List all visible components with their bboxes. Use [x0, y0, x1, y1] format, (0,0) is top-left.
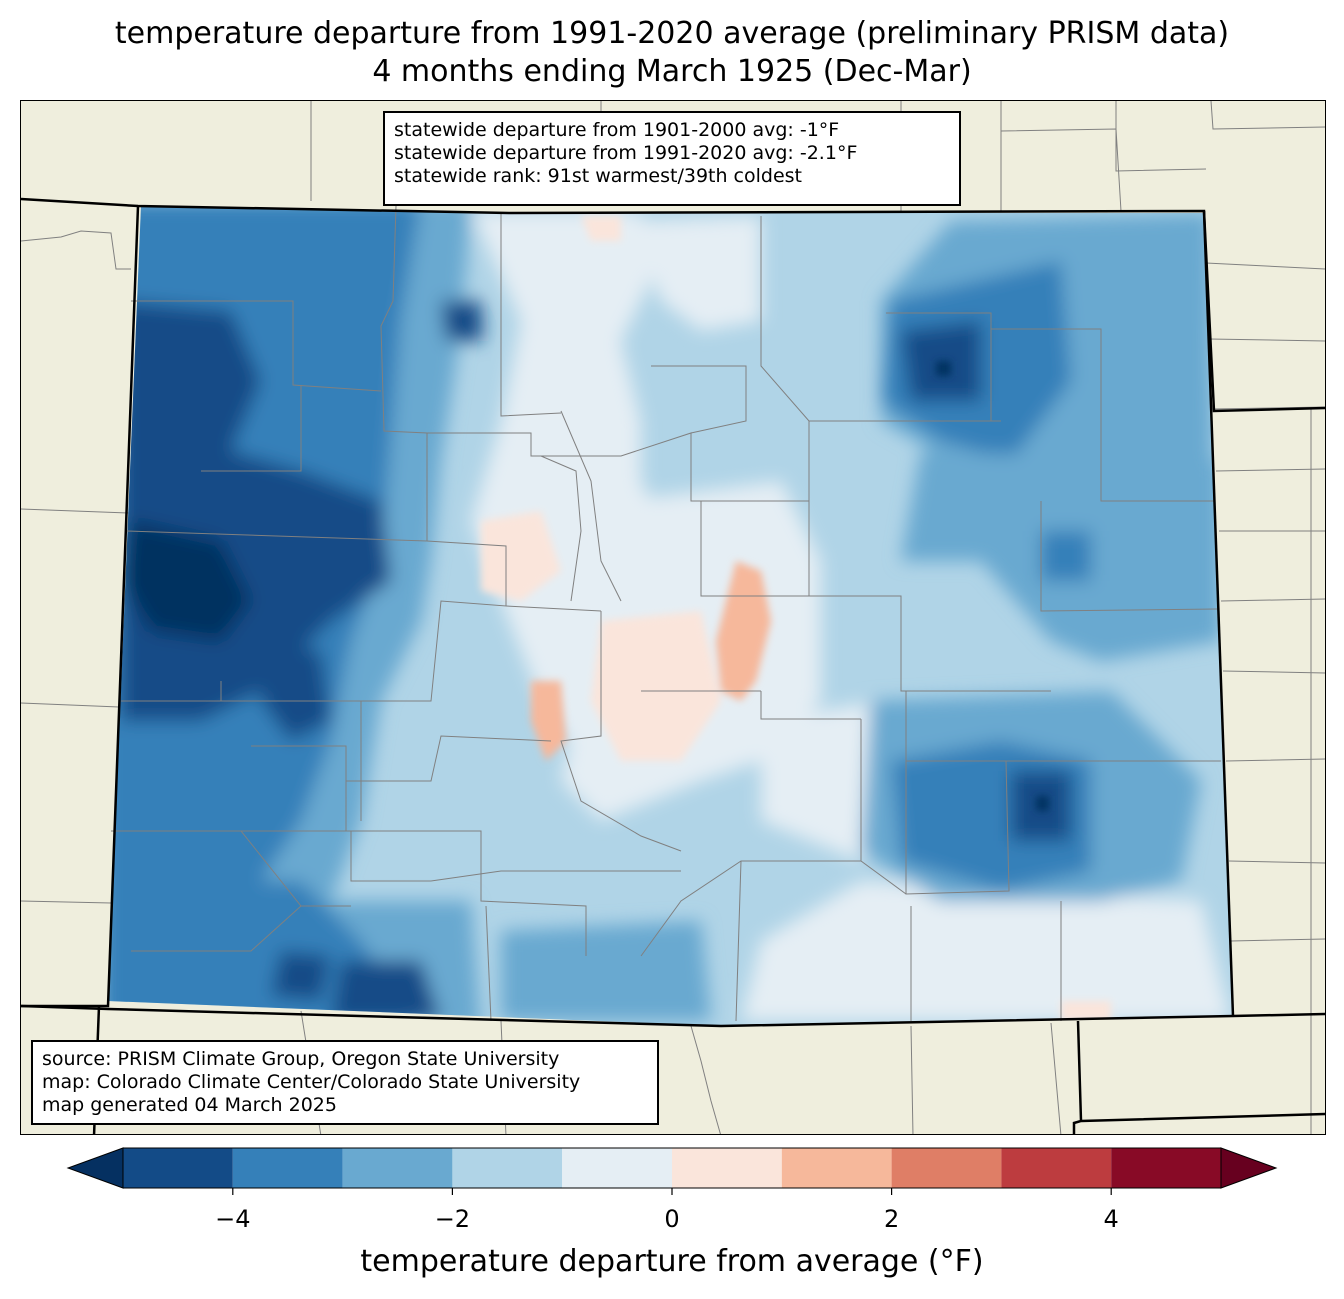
colorbar-segment	[781, 1148, 892, 1188]
map-panel	[20, 100, 1326, 1135]
stats-line-1991-2020: statewide departure from 1991-2020 avg: …	[394, 142, 858, 164]
temperature-field	[108, 206, 1233, 1026]
source-line-prism: source: PRISM Climate Group, Oregon Stat…	[42, 1048, 560, 1070]
colorbar-segment	[232, 1148, 343, 1188]
colorbar-segment	[1111, 1148, 1221, 1188]
colorbar-ticks	[232, 1188, 1112, 1195]
statewide-stats-box: statewide departure from 1901-2000 avg: …	[383, 111, 961, 206]
colorbar-segment	[562, 1148, 672, 1188]
colorbar-segments	[66, 1147, 1278, 1189]
stats-line-1901-2000: statewide departure from 1901-2000 avg: …	[394, 119, 840, 141]
colorbar-tick-label: −2	[434, 1205, 471, 1233]
colorbar-over-triangle	[1220, 1147, 1278, 1189]
colorbar-label: temperature departure from average (°F)	[360, 1244, 984, 1279]
colorbar-under-triangle	[66, 1147, 124, 1189]
source-line-map: map: Colorado Climate Center/Colorado St…	[42, 1071, 581, 1093]
colorbar-segment	[891, 1148, 1002, 1188]
colorbar-segment	[123, 1148, 233, 1188]
colorbar-segment	[672, 1148, 782, 1188]
map-title-line1: temperature departure from 1991-2020 ave…	[114, 16, 1230, 51]
colorbar-tick-label: 4	[1103, 1205, 1119, 1233]
colorbar-tick-label: 0	[664, 1205, 680, 1233]
colorbar-tick-label: −4	[215, 1205, 251, 1233]
map-title-line2: 4 months ending March 1925 (Dec-Mar)	[372, 54, 972, 89]
colorbar-segment	[342, 1148, 453, 1188]
colorado-county-lines	[111, 205, 1221, 1022]
colorbar-tick-label: 2	[883, 1205, 900, 1233]
stats-line-rank: statewide rank: 91st warmest/39th coldes…	[394, 165, 803, 187]
source-box: source: PRISM Climate Group, Oregon Stat…	[31, 1040, 659, 1125]
colorbar-segment	[1001, 1148, 1112, 1188]
source-line-generated: map generated 04 March 2025	[42, 1094, 337, 1116]
colorbar	[66, 1147, 1278, 1195]
colorado-temperature-map	[21, 101, 1325, 1134]
colorbar-segment	[452, 1148, 563, 1188]
